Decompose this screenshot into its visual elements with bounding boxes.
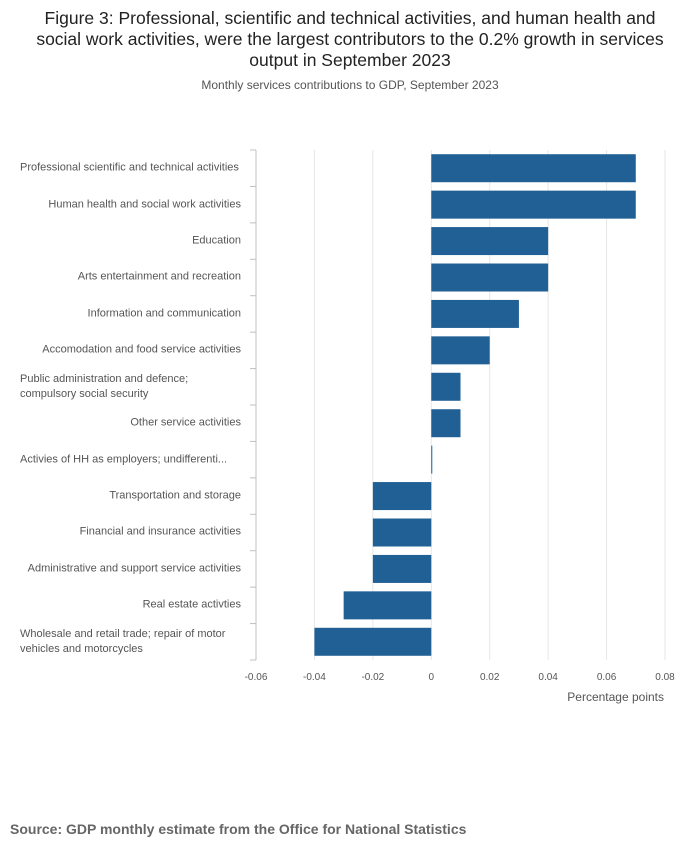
category-label-text: Wholesale and retail trade; repair of mo… (20, 627, 226, 655)
x-axis-title: Percentage points (567, 690, 664, 704)
x-tick-label: 0.06 (597, 672, 617, 683)
category-label-text: Arts entertainment and recreation (77, 270, 241, 283)
category-label: Real estate activties (20, 587, 241, 623)
bar-11 (372, 554, 432, 583)
bar-1 (431, 190, 636, 219)
bar-5 (431, 336, 490, 365)
x-tick-label: 0.04 (538, 672, 558, 683)
x-tick-label: -0.02 (361, 672, 384, 683)
bar-9 (372, 482, 432, 511)
category-label-text: Accomodation and food service activities (42, 343, 241, 356)
category-label: Accomodation and food service activities (20, 332, 241, 368)
category-label: Professional scientific and technical ac… (20, 150, 241, 186)
category-label: Human health and social work activities (20, 186, 241, 222)
category-label-text: Public administration and defence; compu… (20, 372, 189, 400)
bar-3 (431, 263, 549, 292)
bar-6 (431, 372, 461, 401)
category-label: Financial and insurance activities (20, 514, 241, 550)
category-label-text: Administrative and support service activ… (27, 562, 241, 575)
chart-title: Figure 3: Professional, scientific and t… (36, 8, 664, 70)
category-label-text: Other service activities (130, 416, 241, 429)
bar-2 (431, 227, 549, 256)
x-tick-label: -0.06 (245, 672, 268, 683)
category-label: Activies of HH as employers; undifferent… (20, 441, 241, 477)
category-label-text: Activies of HH as employers; undifferent… (20, 453, 228, 466)
category-label: Public administration and defence; compu… (20, 369, 241, 405)
bar-8 (431, 445, 433, 474)
category-label-text: Education (192, 234, 241, 247)
x-tick-label: -0.04 (303, 672, 326, 683)
bar-4 (431, 299, 519, 328)
category-label: Arts entertainment and recreation (20, 259, 241, 295)
x-tick-label: 0 (429, 672, 435, 683)
source-note: Source: GDP monthly estimate from the Of… (10, 821, 467, 837)
category-label-text: Transportation and storage (109, 489, 241, 502)
category-label-text: Real estate activties (142, 598, 241, 611)
category-label-text: Information and communication (87, 307, 241, 320)
bar-7 (431, 409, 461, 438)
category-label: Wholesale and retail trade; repair of mo… (20, 624, 241, 660)
category-label: Education (20, 223, 241, 259)
category-label: Transportation and storage (20, 478, 241, 514)
category-label-text: Financial and insurance activities (79, 525, 241, 538)
category-label: Information and communication (20, 296, 241, 332)
category-label-text: Professional scientific and technical ac… (20, 161, 239, 174)
x-tick-label: 0.02 (480, 672, 500, 683)
bar-12 (343, 591, 432, 620)
category-label: Other service activities (20, 405, 241, 441)
category-label-text: Human health and social work activities (48, 198, 241, 211)
category-label: Administrative and support service activ… (20, 551, 241, 587)
bar-0 (431, 154, 636, 183)
bar-13 (314, 627, 432, 656)
chart-subtitle: Monthly services contributions to GDP, S… (201, 78, 499, 92)
bar-10 (372, 518, 432, 547)
x-tick-label: 0.08 (655, 672, 675, 683)
bar-chart: -0.06 -0.04 -0.02 0 0.02 0.04 0.06 0.08 Percenta… (245, 149, 675, 704)
